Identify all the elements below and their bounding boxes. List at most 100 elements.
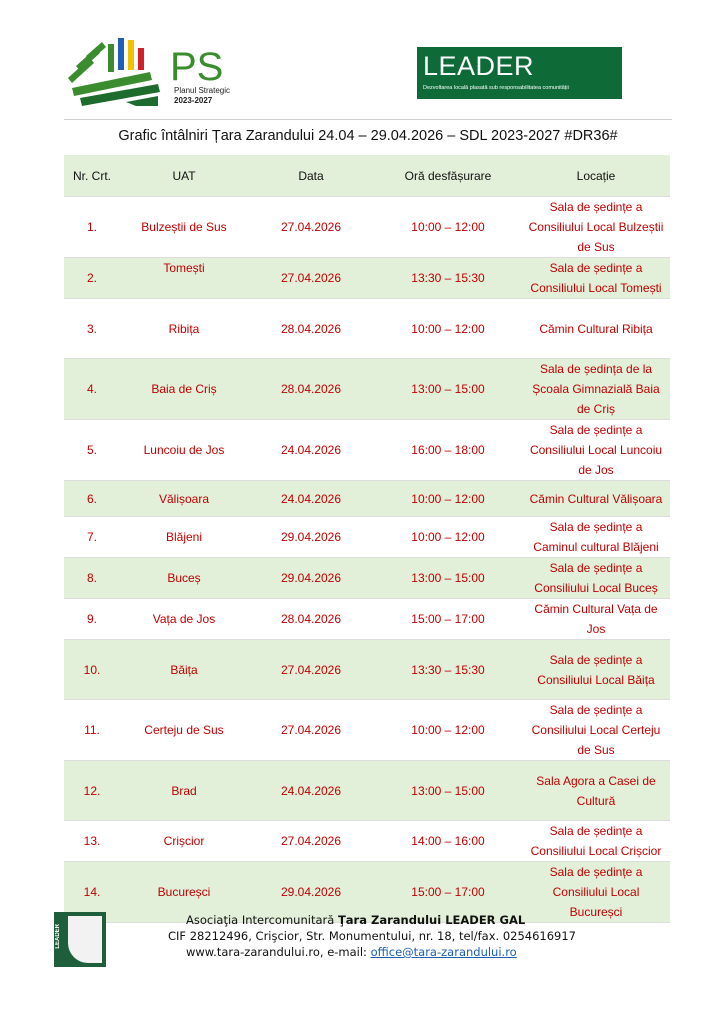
cell-data: 24.04.2026 xyxy=(248,760,374,821)
table-row: 4. Baia de Criș 28.04.2026 13:00 – 15:00 Sal… xyxy=(64,358,670,420)
table-row: 1. Bulzeștii de Sus 27.04.2026 10:00 – 12:0… xyxy=(64,196,670,258)
cell-locatie: Sala de ședințe a Caminul cultural Blăje… xyxy=(522,516,670,558)
planul-strategic-logo: PS xyxy=(68,38,223,106)
cell-locatie: Sala de ședințe a Consiliului Local Tome… xyxy=(522,257,670,299)
cell-locatie: Sala de ședințe a Consiliului Local Băiț… xyxy=(522,639,670,700)
cell-ora: 16:00 – 18:00 xyxy=(374,419,522,481)
document-title: Grafic întâlniri Țara Zarandului 24.04 –… xyxy=(118,128,618,144)
cell-data: 27.04.2026 xyxy=(248,820,374,862)
cell-uat: Vălișoara xyxy=(120,480,248,517)
cell-data: 29.04.2026 xyxy=(248,516,374,558)
cell-locatie: Sala de ședințe a Consiliului Local Cert… xyxy=(522,699,670,761)
cell-ora: 10:00 – 12:00 xyxy=(374,699,522,761)
cell-uat: Vața de Jos xyxy=(120,598,248,640)
cell-nr: 3. xyxy=(64,298,120,359)
cell-ora: 13:30 – 15:30 xyxy=(374,257,522,299)
cell-nr: 1. xyxy=(64,196,120,258)
cell-uat: Certeju de Sus xyxy=(120,699,248,761)
leader-logo: LEADER Dezvoltarea locală plasată sub re… xyxy=(417,47,622,99)
cell-locatie: Sala de ședințe a Consiliului Local Buce… xyxy=(522,557,670,599)
cell-uat: Luncoiu de Jos xyxy=(120,419,248,481)
cell-data: 28.04.2026 xyxy=(248,358,374,420)
cell-locatie: Cămin Cultural Ribița xyxy=(522,298,670,359)
cell-ora: 10:00 – 12:00 xyxy=(374,196,522,258)
col-nr: Nr. Crt. xyxy=(64,155,120,197)
cell-nr: 7. xyxy=(64,516,120,558)
cell-data: 24.04.2026 xyxy=(248,480,374,517)
table-row: 9. Vața de Jos 28.04.2026 15:00 – 17:00 Cămi… xyxy=(64,598,670,640)
cell-locatie: Sala de ședințe a Consiliului Local Bucu… xyxy=(522,861,670,923)
cell-ora: 13:30 – 15:30 xyxy=(374,639,522,700)
cell-locatie: Sala de ședințe a Consiliului Local Criș… xyxy=(522,820,670,862)
cell-ora: 13:00 – 15:00 xyxy=(374,760,522,821)
email-link[interactable]: office@tara-zarandului.ro xyxy=(370,945,517,959)
ps-logo-text: Planul Strategic 2023-2027 xyxy=(174,86,230,106)
table-row: 2. Tomești 27.04.2026 13:30 – 15:30 Sala de … xyxy=(64,257,670,299)
table-row: 11. Certeju de Sus 27.04.2026 10:00 – 12:00… xyxy=(64,699,670,761)
cell-locatie: Sala Agora a Casei de Cultură xyxy=(522,760,670,821)
cell-uat: Brad xyxy=(120,760,248,821)
footer-line3: www.tara-zarandului.ro, e-mail: office@t… xyxy=(186,945,517,959)
cell-nr: 2. xyxy=(64,257,120,299)
cell-uat: Băița xyxy=(120,639,248,700)
cell-ora: 15:00 – 17:00 xyxy=(374,598,522,640)
cell-data: 28.04.2026 xyxy=(248,598,374,640)
table-header: Nr. Crt. UAT Data Oră desfășurare Locați… xyxy=(64,155,670,197)
cell-uat: Crișcior xyxy=(120,820,248,862)
cell-ora: 14:00 – 16:00 xyxy=(374,820,522,862)
cell-data: 27.04.2026 xyxy=(248,639,374,700)
table-row: 12. Brad 24.04.2026 13:00 – 15:00 Sala Agora… xyxy=(64,760,670,821)
col-ora: Oră desfășurare xyxy=(374,155,522,197)
ps-line1: Planul Strategic xyxy=(174,86,231,95)
cell-uat: Tomești xyxy=(120,257,248,299)
table-row: 3. Ribița 28.04.2026 10:00 – 12:00 Cămin Cul… xyxy=(64,298,670,359)
cell-uat: Blăjeni xyxy=(120,516,248,558)
cell-locatie: Sala de ședințe a Consiliului Local Bulz… xyxy=(522,196,670,258)
col-data: Data xyxy=(248,155,374,197)
cell-ora: 15:00 – 17:00 xyxy=(374,861,522,923)
cell-uat: Bucureșci xyxy=(120,861,248,923)
cell-data: 27.04.2026 xyxy=(248,196,374,258)
col-locatie: Locație xyxy=(522,155,670,197)
cell-data: 29.04.2026 xyxy=(248,861,374,923)
cell-data: 27.04.2026 xyxy=(248,699,374,761)
cell-locatie: Cămin Cultural Vălișoara xyxy=(522,480,670,517)
table-row: 8. Buceș 29.04.2026 13:00 – 15:00 Sala de șe… xyxy=(64,557,670,599)
cell-uat: Ribița xyxy=(120,298,248,359)
cell-nr: 5. xyxy=(64,419,120,481)
cell-locatie: Sala de ședința de la Școala Gimnazială … xyxy=(522,358,670,420)
table-row: 13. Crișcior 27.04.2026 14:00 – 16:00 Sala d… xyxy=(64,820,670,862)
col-uat: UAT xyxy=(120,155,248,197)
cell-uat: Buceș xyxy=(120,557,248,599)
table-row: 6. Vălișoara 24.04.2026 10:00 – 12:00 Cămin … xyxy=(64,480,670,517)
cell-nr: 8. xyxy=(64,557,120,599)
cell-ora: 13:00 – 15:00 xyxy=(374,557,522,599)
ps-line2: 2023-2027 xyxy=(174,96,213,105)
cell-nr: 10. xyxy=(64,639,120,700)
cell-nr: 9. xyxy=(64,598,120,640)
leader-subtitle: Dezvoltarea locală plasată sub responsab… xyxy=(423,85,569,91)
table-row: 5. Luncoiu de Jos 24.04.2026 16:00 – 18:00 S… xyxy=(64,419,670,481)
table-row: 7. Blăjeni 29.04.2026 10:00 – 12:00 Sala de … xyxy=(64,516,670,558)
cell-uat: Baia de Criș xyxy=(120,358,248,420)
ps-mark: PS xyxy=(170,45,223,89)
cell-ora: 10:00 – 12:00 xyxy=(374,516,522,558)
leader-gal-logo: LEADER xyxy=(54,912,106,967)
cell-ora: 10:00 – 12:00 xyxy=(374,298,522,359)
leader-title: LEADER xyxy=(423,51,535,81)
cell-nr: 11. xyxy=(64,699,120,761)
cell-data: 27.04.2026 xyxy=(248,257,374,299)
footer-line2: CIF 28212496, Crişcior, Str. Monumentulu… xyxy=(168,929,577,943)
table-row: 10. Băița 27.04.2026 13:30 – 15:30 Sala de ș… xyxy=(64,639,670,700)
divider xyxy=(64,119,672,120)
cell-locatie: Sala de ședințe a Consiliului Local Lunc… xyxy=(522,419,670,481)
leader-gal-logo-text: LEADER xyxy=(55,924,61,949)
cell-nr: 13. xyxy=(64,820,120,862)
footer-line1: Asociaţia Intercomunitară Ţara Zarandulu… xyxy=(186,913,526,927)
meetings-table: Nr. Crt. UAT Data Oră desfășurare Locați… xyxy=(64,155,670,923)
cell-ora: 10:00 – 12:00 xyxy=(374,480,522,517)
cell-nr: 12. xyxy=(64,760,120,821)
cell-locatie: Cămin Cultural Vața de Jos xyxy=(522,598,670,640)
cell-nr: 6. xyxy=(64,480,120,517)
